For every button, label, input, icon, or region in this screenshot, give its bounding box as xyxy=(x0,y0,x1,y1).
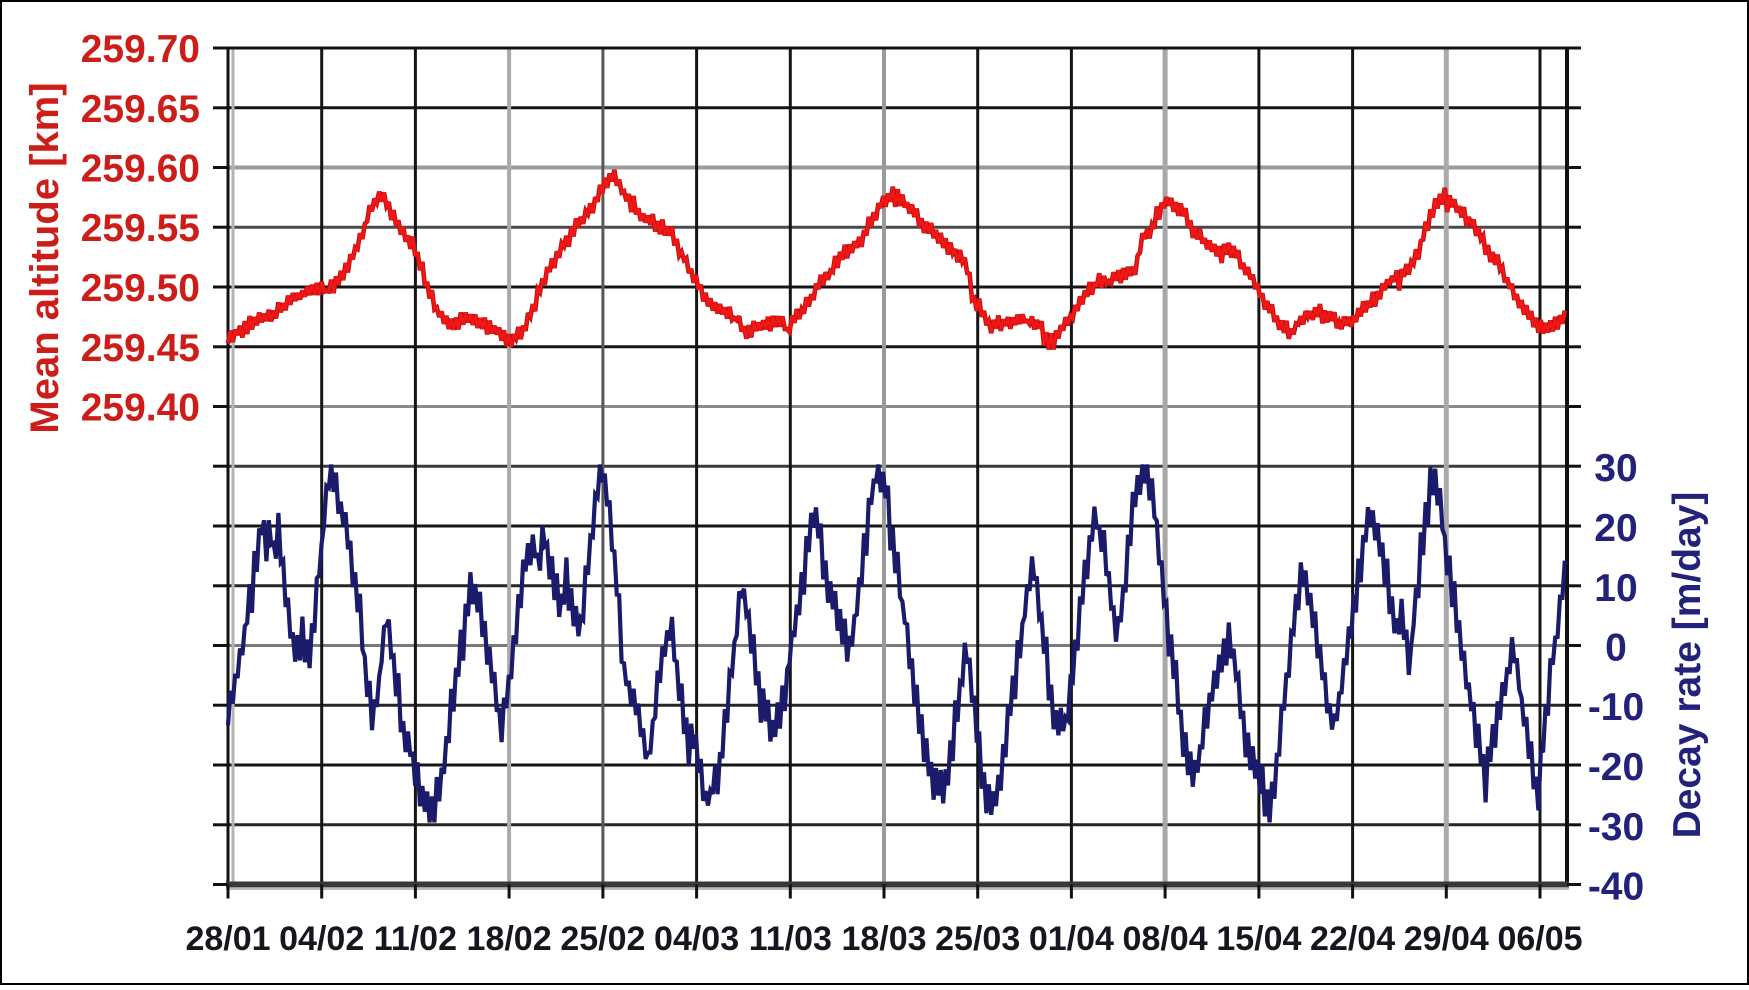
svg-text:29/04: 29/04 xyxy=(1404,920,1489,958)
svg-text:15/04: 15/04 xyxy=(1216,920,1301,958)
svg-text:25/02: 25/02 xyxy=(560,920,645,958)
svg-text:18/02: 18/02 xyxy=(467,920,552,958)
svg-text:259.70: 259.70 xyxy=(81,28,200,71)
svg-text:04/02: 04/02 xyxy=(279,920,364,958)
svg-text:30: 30 xyxy=(1594,447,1637,490)
svg-text:-20: -20 xyxy=(1588,746,1644,789)
svg-text:28/01: 28/01 xyxy=(185,920,270,958)
svg-text:-40: -40 xyxy=(1588,866,1644,909)
svg-text:11/02: 11/02 xyxy=(374,920,457,958)
svg-text:11/03: 11/03 xyxy=(749,920,832,958)
svg-text:259.40: 259.40 xyxy=(81,387,200,430)
svg-text:18/03: 18/03 xyxy=(841,920,926,958)
svg-text:01/04: 01/04 xyxy=(1029,920,1114,958)
svg-text:259.50: 259.50 xyxy=(81,267,200,310)
svg-text:10: 10 xyxy=(1594,567,1637,610)
svg-text:0: 0 xyxy=(1605,627,1627,670)
svg-text:259.65: 259.65 xyxy=(81,88,200,131)
svg-text:06/05: 06/05 xyxy=(1497,920,1582,958)
svg-text:259.60: 259.60 xyxy=(81,148,200,191)
svg-text:259.45: 259.45 xyxy=(81,327,200,370)
svg-text:22/04: 22/04 xyxy=(1310,920,1395,958)
svg-text:20: 20 xyxy=(1594,507,1637,550)
svg-text:25/03: 25/03 xyxy=(935,920,1020,958)
svg-text:08/04: 08/04 xyxy=(1123,920,1208,958)
svg-text:-30: -30 xyxy=(1588,806,1644,849)
svg-text:-10: -10 xyxy=(1588,686,1644,729)
svg-text:Mean altitude [km]: Mean altitude [km] xyxy=(23,82,67,433)
svg-text:Decay rate [m/day]: Decay rate [m/day] xyxy=(1666,492,1709,839)
svg-text:259.55: 259.55 xyxy=(81,207,200,250)
svg-text:04/03: 04/03 xyxy=(654,920,739,958)
